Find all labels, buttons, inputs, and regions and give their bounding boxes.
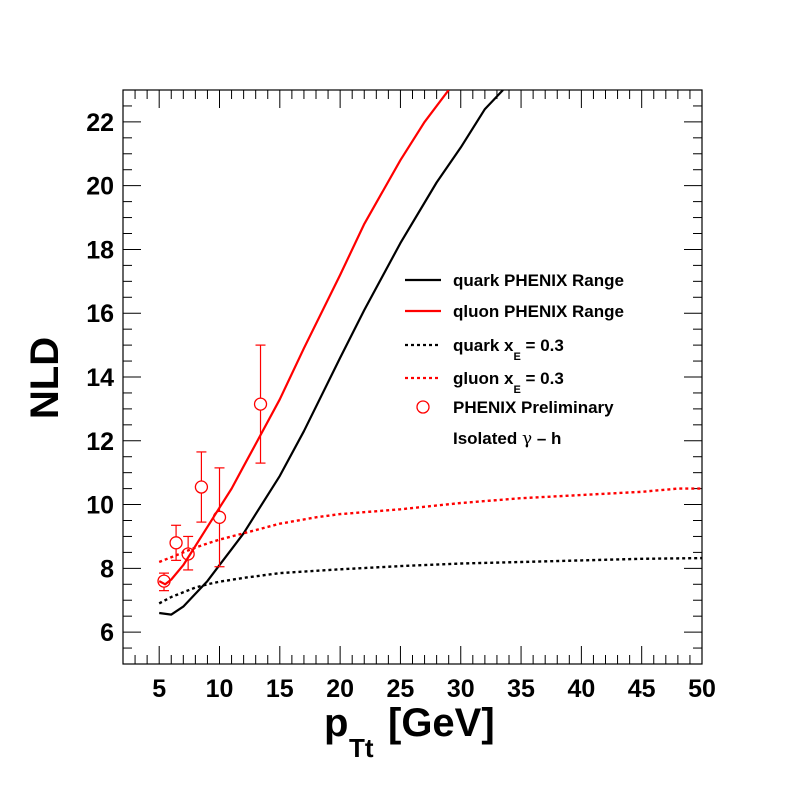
y-tick-label: 8	[100, 555, 114, 583]
legend-label-2: qluon PHENIX Range	[453, 302, 624, 321]
x-tick-label: 5	[152, 675, 166, 703]
x-axis-title-main: p	[324, 701, 348, 745]
x-tick-label: 15	[266, 675, 294, 703]
x-axis: 5 10 15 20 25 30 35 40 45 50	[122, 90, 716, 703]
series-line-1	[159, 90, 504, 616]
y-tick-label: 20	[86, 173, 114, 201]
y-axis-title: NLD	[23, 337, 67, 419]
x-tick-label: 35	[507, 675, 535, 703]
x-axis-title-unit: [GeV]	[388, 701, 495, 745]
series-line-2	[158, 90, 450, 586]
x-tick-label: 30	[447, 675, 475, 703]
y-axis: 6 8 10 12 14 16 18 20 22	[86, 89, 702, 665]
x-tick-label: 20	[326, 675, 354, 703]
legend-label-4: gluon xE = 0.3	[453, 369, 564, 396]
y-tick-label: 10	[86, 492, 114, 520]
series-lines	[158, 90, 702, 616]
legend-label-3: quark xE = 0.3	[453, 336, 564, 363]
y-tick-label: 14	[86, 364, 114, 392]
legend-label-5: PHENIX Preliminary	[453, 398, 614, 417]
y-tick-label: 18	[86, 236, 114, 264]
series-line-4	[158, 487, 702, 564]
legend-marker	[416, 400, 430, 414]
data-point-marker	[212, 510, 227, 524]
y-tick-label: 22	[86, 109, 114, 137]
x-tick-label: 50	[688, 675, 716, 703]
data-points	[157, 344, 268, 592]
x-axis-title: p Tt [GeV]	[324, 701, 495, 763]
y-tick-label: 6	[100, 619, 114, 647]
x-tick-label: 25	[387, 675, 415, 703]
data-point-marker	[169, 536, 183, 550]
legend-label-6: Isolated γ – h	[453, 429, 561, 449]
y-tick-label: 16	[86, 300, 114, 328]
x-tick-label: 45	[628, 675, 656, 703]
legend-label-1: quark PHENIX Range	[453, 271, 624, 290]
data-point-marker	[157, 574, 171, 588]
x-tick-label: 10	[206, 675, 234, 703]
data-point-marker	[253, 397, 268, 411]
x-tick-label: 40	[567, 675, 595, 703]
data-point-marker	[181, 547, 195, 561]
data-point-marker	[194, 480, 209, 494]
x-axis-title-subscript: Tt	[349, 733, 374, 763]
legend: quark PHENIX Range qluon PHENIX Range quar…	[405, 271, 624, 449]
y-tick-label: 12	[86, 428, 114, 456]
series-line-3	[158, 556, 702, 605]
